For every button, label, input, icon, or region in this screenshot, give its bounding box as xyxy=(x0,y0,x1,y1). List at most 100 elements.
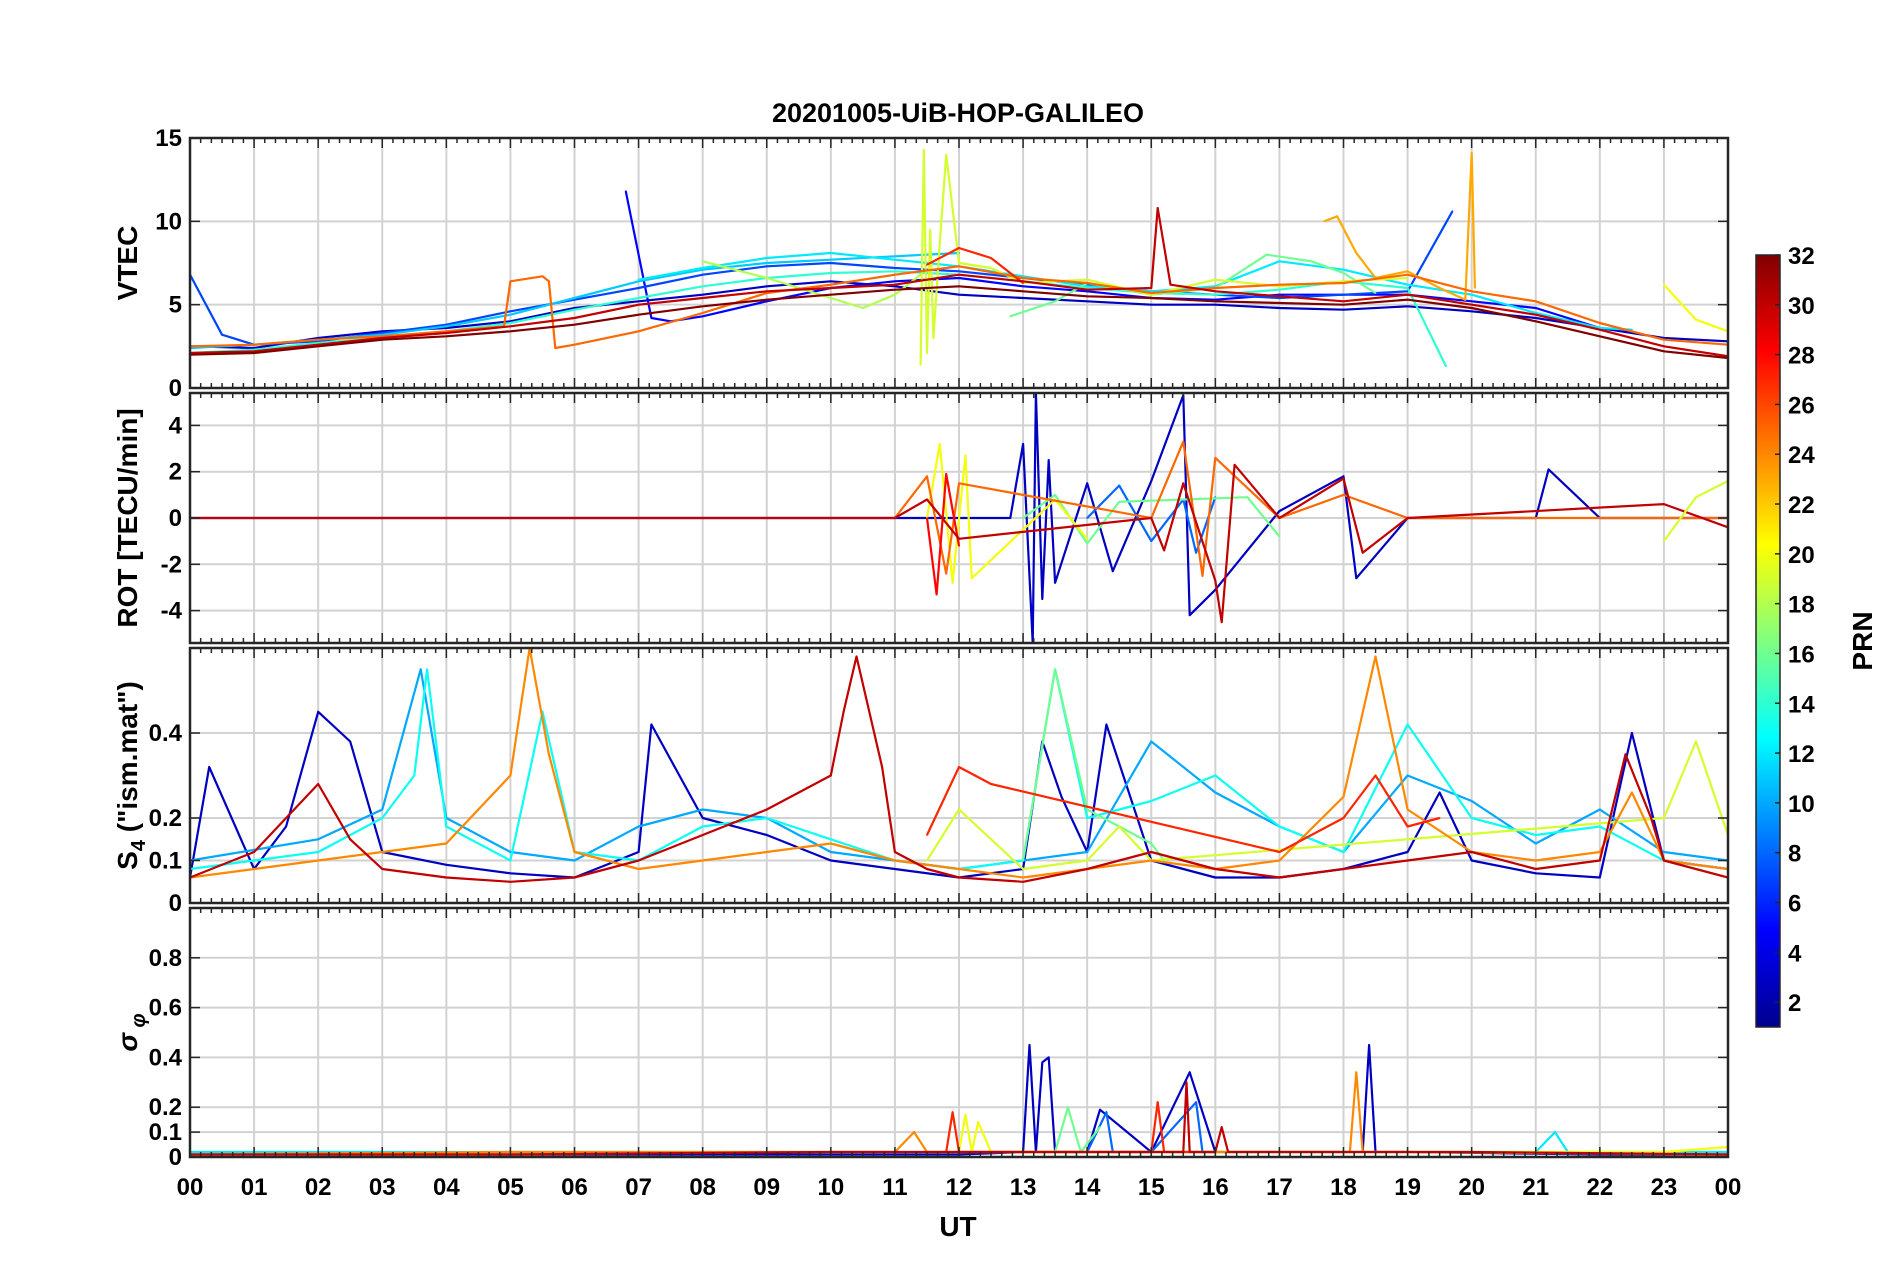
data-point xyxy=(637,330,640,333)
data-point xyxy=(1054,668,1056,671)
data-point xyxy=(637,253,640,256)
data-point xyxy=(1342,300,1345,303)
data-point xyxy=(1355,1071,1358,1074)
data-point xyxy=(285,825,287,828)
data-point xyxy=(829,252,832,254)
data-point xyxy=(1214,290,1217,293)
data-point xyxy=(637,851,640,853)
y-tick-label: 5 xyxy=(169,292,182,319)
data-point xyxy=(1278,510,1281,512)
data-point xyxy=(958,544,960,547)
data-point xyxy=(1650,817,1652,819)
data-point xyxy=(1188,1071,1191,1074)
data-point xyxy=(426,668,428,671)
data-point xyxy=(701,517,704,519)
colorbar-tick-label: 32 xyxy=(1788,243,1815,270)
data-point xyxy=(938,443,941,445)
data-point xyxy=(765,834,768,836)
data-point xyxy=(1214,774,1217,777)
colorbar-tick-label: 20 xyxy=(1788,542,1815,569)
data-point xyxy=(765,262,768,264)
data-point xyxy=(1156,1101,1159,1104)
data-point xyxy=(765,290,768,293)
data-point xyxy=(637,297,640,299)
data-point xyxy=(1278,302,1281,304)
data-point xyxy=(829,258,832,261)
data-point xyxy=(1406,723,1409,726)
data-point xyxy=(1406,859,1409,862)
data-point xyxy=(1663,345,1665,348)
series-group xyxy=(190,648,1728,883)
data-point xyxy=(1054,300,1056,303)
data-point xyxy=(958,808,960,811)
data-point xyxy=(1086,517,1089,519)
data-point xyxy=(1342,272,1345,274)
data-point xyxy=(1406,273,1409,276)
y-axis-label: S4 ("ism.mat") xyxy=(112,681,150,870)
data-point xyxy=(413,774,416,777)
data-point xyxy=(1534,313,1537,316)
data-point xyxy=(637,287,640,289)
data-point xyxy=(1086,288,1089,291)
data-point xyxy=(317,859,320,862)
data-point xyxy=(445,825,448,828)
data-point xyxy=(829,293,832,296)
x-tick-label: 20 xyxy=(1458,1174,1485,1201)
data-point xyxy=(1182,868,1185,870)
colorbar-tick-label: 26 xyxy=(1788,392,1815,419)
data-point xyxy=(1227,1151,1229,1153)
data-point xyxy=(926,498,928,501)
data-point xyxy=(929,228,932,231)
data-point xyxy=(1195,551,1197,554)
colorbar-tick-label: 12 xyxy=(1788,741,1815,768)
data-point xyxy=(1278,535,1281,538)
data-point xyxy=(1624,753,1627,756)
data-point xyxy=(445,863,448,866)
y-tick-label: 0.6 xyxy=(149,995,182,1022)
data-point xyxy=(285,817,287,819)
data-point xyxy=(573,517,576,519)
series-line-prn-25 xyxy=(894,440,1728,578)
data-point xyxy=(1182,440,1185,443)
data-point xyxy=(1470,152,1473,154)
data-point xyxy=(1342,308,1345,311)
data-point xyxy=(1631,791,1633,794)
data-point xyxy=(926,859,928,862)
data-point xyxy=(881,766,883,768)
data-point xyxy=(1598,876,1601,879)
data-point xyxy=(1054,494,1056,496)
data-point xyxy=(381,808,384,811)
data-point xyxy=(1086,859,1089,862)
panel-frame xyxy=(188,646,1730,905)
data-point xyxy=(1022,282,1024,284)
data-point xyxy=(1470,307,1473,309)
data-point xyxy=(701,305,704,308)
x-tick-label: 18 xyxy=(1330,1174,1357,1201)
x-axis: 00 01 02 03 04 05 06 07 08 09 10 11 12 13 14 15 16 17 18 19… xyxy=(177,1174,1742,1201)
data-point xyxy=(509,872,512,875)
data-point xyxy=(573,343,576,346)
y-tick-label: 0 xyxy=(169,1144,182,1171)
data-point xyxy=(1342,268,1345,271)
data-point xyxy=(945,473,948,475)
data-point xyxy=(509,325,512,328)
data-point xyxy=(1534,317,1537,319)
data-point xyxy=(637,868,640,870)
data-point xyxy=(922,148,925,151)
data-point xyxy=(1060,795,1063,798)
data-point xyxy=(1278,825,1281,828)
data-point xyxy=(1470,290,1473,293)
data-point xyxy=(1406,517,1409,519)
data-point xyxy=(1342,293,1345,296)
colorbar-tick-label: 16 xyxy=(1788,641,1815,668)
panel-sigma_phi: 00.10.2 0.4 0.6 0.8 σ φ xyxy=(112,906,1730,1171)
data-point xyxy=(573,307,576,309)
data-point xyxy=(964,1113,967,1116)
data-point xyxy=(765,265,768,268)
series-line-prn-19 xyxy=(919,148,1408,365)
y-tick-label: 4 xyxy=(169,412,183,439)
data-point xyxy=(1470,800,1473,802)
data-point xyxy=(829,838,832,841)
data-point xyxy=(1470,303,1473,306)
data-point xyxy=(1663,540,1665,542)
